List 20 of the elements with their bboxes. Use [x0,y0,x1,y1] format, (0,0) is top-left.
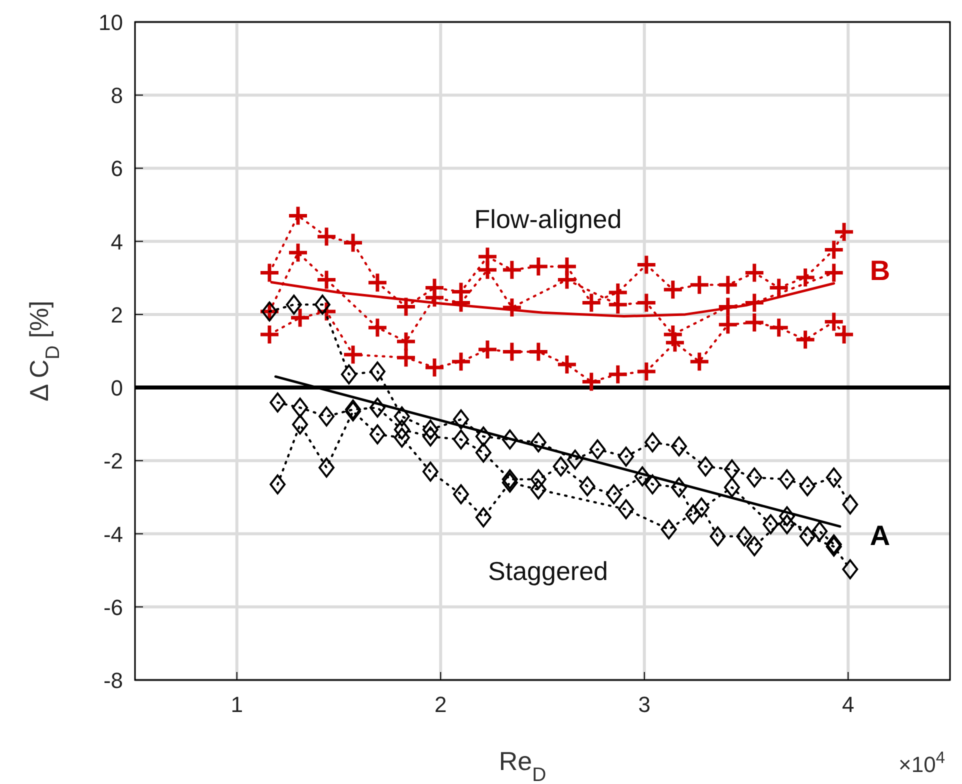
x-axis-title: Re$_{D}$ [498,746,546,784]
x-tick-label: 1 [230,692,243,717]
y-tick-label: -4 [103,522,123,547]
y-tick-label: 4 [110,229,123,254]
y-tick-label: -6 [103,594,123,620]
y-tick-label: 0 [110,376,123,401]
y-tick-label: -2 [103,448,123,474]
annotation: A [870,520,890,551]
y-tick-label: 10 [98,10,123,35]
text: ×10$^{4}$ [898,749,945,777]
y-tick-label: 8 [110,83,123,108]
x-tick-label: 2 [434,692,447,717]
x-tick-label: 4 [842,692,854,717]
y-tick-label: -8 [103,668,123,693]
annotation: Staggered [488,556,608,586]
y-tick-label: 6 [110,156,123,182]
annotation: Flow-aligned [474,204,622,234]
y-tick-label: 2 [110,302,123,328]
x-tick-label: 3 [638,692,650,717]
annotation: B [870,255,890,286]
